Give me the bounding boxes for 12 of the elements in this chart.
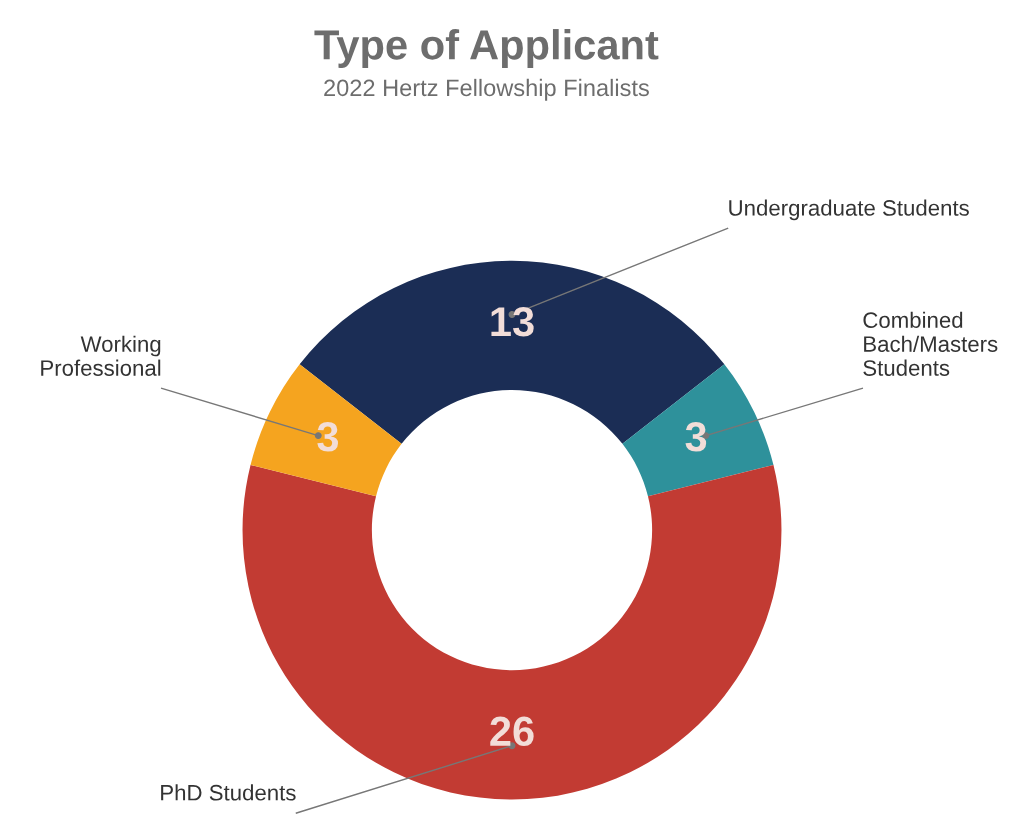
data-label: 13 [491,307,534,337]
slice-label: PhD Students [161,784,296,801]
data-label: 26 [490,716,534,747]
data-label: 3 [317,422,339,452]
chart-title: Type of Applicant [314,29,659,68]
donut-slice [622,364,774,497]
data-label: 3 [685,422,707,452]
donut-slice [250,364,402,497]
slice-label: Undergraduate Students [729,199,969,221]
slice-label: Working Professional [41,335,161,376]
chart-subtitle: 2022 Hertz Fellowship Finalists [324,78,649,101]
slice-label: Combined Bach/Masters Students [863,311,998,376]
